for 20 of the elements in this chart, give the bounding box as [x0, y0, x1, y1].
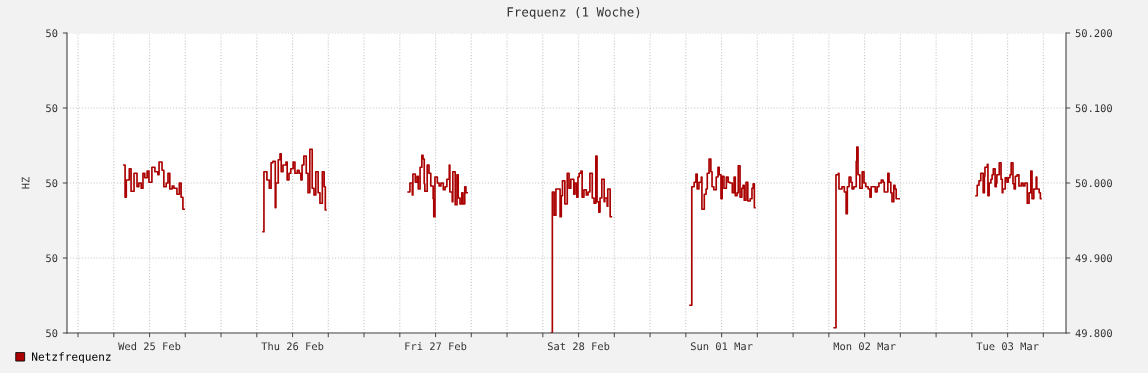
x-tick-label: Sun 01 Mar	[690, 342, 753, 351]
x-tick-label: Tue 03 Mar	[976, 342, 1039, 351]
x-tick-label: Fri 27 Feb	[405, 342, 467, 351]
x-tick-label: Mon 02 Mar	[833, 342, 896, 351]
y2-tick-label: 50.000	[1075, 179, 1112, 188]
y2-tick-label: 50.100	[1075, 104, 1112, 113]
y-tick-label: 50	[46, 329, 58, 338]
chart-title: Frequenz (1 Woche)	[507, 6, 640, 20]
y-tick-label: 50	[46, 179, 58, 188]
y2-tick-label: 49.900	[1075, 254, 1112, 263]
x-tick-label: Thu 26 Feb	[261, 342, 324, 351]
legend-label: Netzfrequenz	[32, 352, 111, 363]
y-tick-label: 50	[46, 29, 58, 38]
y-tick-label: 50	[46, 254, 58, 263]
y-axis-title: HZ	[21, 177, 30, 189]
x-tick-label: Sat 28 Feb	[547, 342, 610, 351]
y2-tick-label: 50.200	[1075, 29, 1112, 38]
y2-tick-label: 49.800	[1075, 329, 1112, 338]
x-tick-label: Wed 25 Feb	[118, 342, 181, 351]
y-tick-label: 50	[46, 104, 58, 113]
